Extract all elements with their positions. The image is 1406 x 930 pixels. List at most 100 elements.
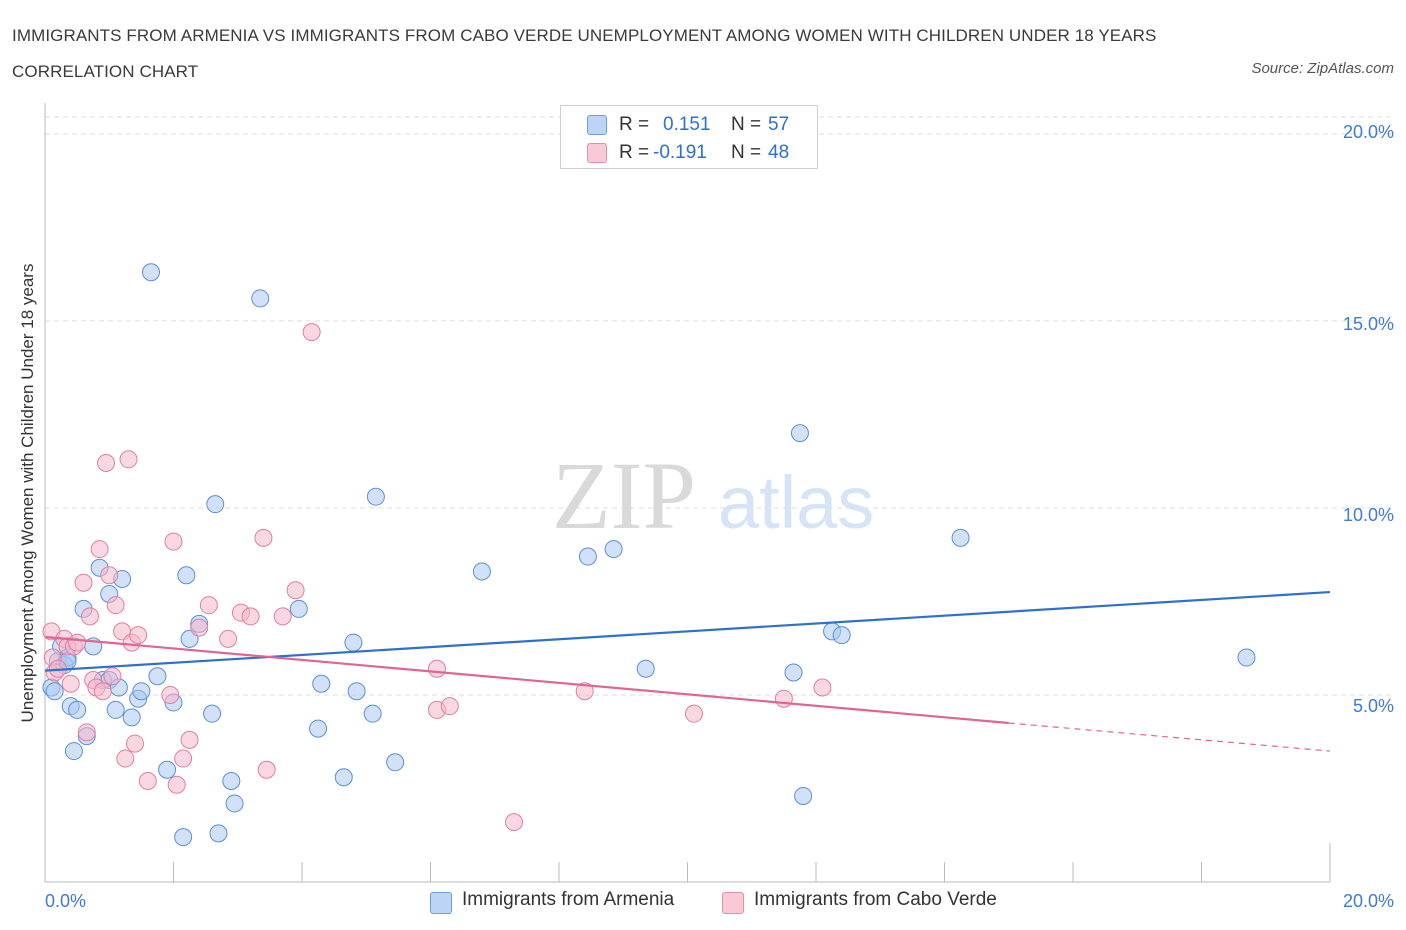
series-caboverde — [42, 323, 832, 832]
trendline-caboverde — [44, 635, 1009, 725]
point-caboverde — [138, 771, 157, 790]
point-armenia — [148, 667, 167, 686]
x-tick-label-max: 20.0% — [1342, 891, 1394, 911]
point-caboverde — [180, 730, 199, 749]
point-caboverde — [440, 697, 459, 716]
point-armenia — [472, 562, 491, 581]
point-armenia — [636, 659, 655, 678]
x-tick-label-min: 0.0% — [45, 891, 87, 911]
point-caboverde — [167, 775, 186, 794]
y-tick-label-15: 15.0% — [1342, 314, 1394, 334]
watermark: ZIP atlas — [552, 442, 874, 549]
point-armenia — [158, 760, 177, 779]
point-caboverde — [61, 674, 80, 693]
y-tick-label-5: 5.0% — [1352, 696, 1394, 716]
point-armenia — [68, 700, 87, 719]
point-armenia — [122, 708, 141, 727]
legend-n-value: 48 — [768, 142, 790, 163]
watermark-zip: ZIP — [552, 442, 696, 549]
point-caboverde — [241, 607, 260, 626]
bottom-legend-label-armenia: Immigrants from Armenia — [462, 889, 675, 910]
point-armenia — [142, 263, 161, 282]
point-armenia — [209, 824, 228, 843]
point-caboverde — [174, 749, 193, 768]
y-tick-label-20: 20.0% — [1342, 122, 1394, 142]
point-armenia — [289, 599, 308, 618]
axes — [44, 103, 1331, 883]
point-caboverde — [774, 689, 793, 708]
point-caboverde — [257, 760, 276, 779]
point-caboverde — [684, 704, 703, 723]
legend-r-value: 0.151 — [663, 114, 711, 135]
point-caboverde — [119, 450, 138, 469]
series-armenia — [42, 263, 1256, 847]
point-caboverde — [505, 813, 524, 832]
point-armenia — [225, 794, 244, 813]
point-armenia — [344, 633, 363, 652]
point-armenia — [312, 674, 331, 693]
point-caboverde — [129, 626, 148, 645]
legend: R = 0.151 N = 57 R = -0.191 N = 48 — [560, 105, 818, 169]
point-armenia — [1237, 648, 1256, 667]
legend-r-label: R = — [619, 114, 650, 135]
point-caboverde — [68, 633, 87, 652]
legend-swatch-caboverde — [587, 143, 607, 163]
point-caboverde — [100, 566, 119, 585]
point-caboverde — [286, 581, 305, 600]
bottom-legend-swatch-caboverde — [722, 892, 744, 914]
legend-n-label: N = — [731, 142, 762, 163]
point-armenia — [106, 700, 125, 719]
point-armenia — [206, 495, 225, 514]
point-armenia — [794, 786, 813, 805]
point-armenia — [604, 540, 623, 559]
point-caboverde — [219, 629, 238, 648]
point-armenia — [951, 528, 970, 547]
point-caboverde — [90, 540, 109, 559]
point-caboverde — [575, 682, 594, 701]
point-armenia — [132, 682, 151, 701]
point-armenia — [64, 742, 83, 761]
point-armenia — [45, 682, 64, 701]
legend-n-label: N = — [731, 114, 762, 135]
point-caboverde — [161, 685, 180, 704]
point-caboverde — [103, 667, 122, 686]
legend-n-value: 57 — [768, 114, 790, 135]
point-armenia — [309, 719, 328, 738]
point-caboverde — [199, 596, 218, 615]
source-label: Source: ZipAtlas.com — [1251, 60, 1394, 77]
point-caboverde — [93, 682, 112, 701]
point-armenia — [174, 828, 193, 847]
point-armenia — [832, 626, 851, 645]
y-tick-label-10: 10.0% — [1342, 505, 1394, 525]
point-caboverde — [813, 678, 832, 697]
point-caboverde — [125, 734, 144, 753]
point-caboverde — [254, 528, 273, 547]
y-axis-label: Unemployment Among Women with Children U… — [18, 263, 37, 723]
point-armenia — [334, 768, 353, 787]
point-armenia — [177, 566, 196, 585]
legend-r-label: R = — [619, 142, 650, 163]
point-caboverde — [190, 618, 209, 637]
point-armenia — [222, 771, 241, 790]
watermark-atlas: atlas — [718, 461, 874, 544]
bottom-legend-label-caboverde: Immigrants from Cabo Verde — [754, 889, 997, 910]
point-caboverde — [302, 323, 321, 342]
point-armenia — [578, 547, 597, 566]
trendline-armenia — [44, 590, 1331, 672]
point-armenia — [790, 424, 809, 443]
legend-r-value: -0.191 — [653, 142, 707, 163]
point-armenia — [386, 753, 405, 772]
chart-title: IMMIGRANTS FROM ARMENIA VS IMMIGRANTS FR… — [12, 26, 1157, 81]
point-armenia — [363, 704, 382, 723]
point-caboverde — [116, 749, 135, 768]
point-caboverde — [427, 659, 446, 678]
legend-swatch-armenia — [587, 115, 607, 135]
point-caboverde — [74, 573, 93, 592]
point-armenia — [203, 704, 222, 723]
point-caboverde — [77, 723, 96, 742]
point-caboverde — [164, 532, 183, 551]
point-caboverde — [273, 607, 292, 626]
point-armenia — [784, 663, 803, 682]
trendlines — [44, 590, 1331, 752]
